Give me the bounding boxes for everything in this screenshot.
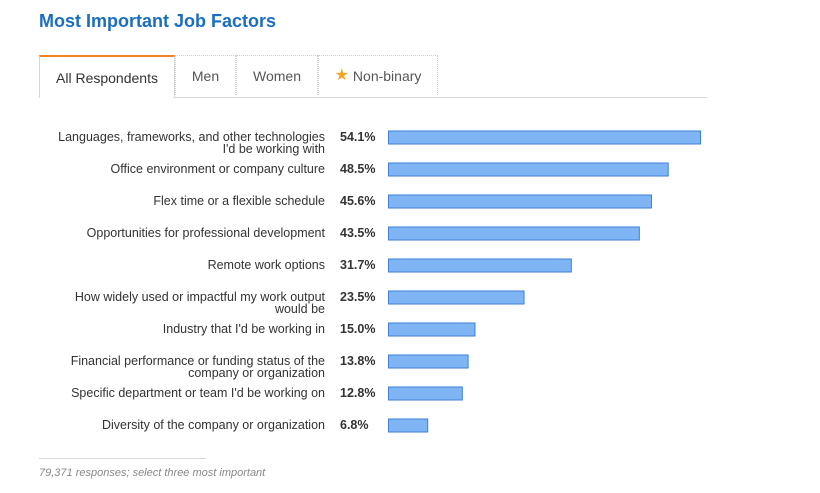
bar	[388, 130, 701, 145]
category-label-line: I'd be working with	[223, 142, 325, 156]
value-label: 23.5%	[340, 290, 375, 304]
value-label: 15.0%	[340, 322, 375, 336]
category-label: Diversity of the company or organization	[102, 418, 325, 432]
bar	[388, 290, 525, 305]
bar	[388, 354, 469, 369]
category-label-line: Languages, frameworks, and other technol…	[58, 130, 325, 144]
value-label: 6.8%	[340, 418, 369, 432]
tab-label: Men	[191, 67, 220, 84]
value-label: 13.8%	[340, 354, 375, 368]
category-label-line: Financial performance or funding status …	[71, 354, 325, 368]
category-label-line: Opportunities for professional developme…	[87, 226, 326, 240]
category-label-line: Flex time or a flexible schedule	[153, 194, 325, 208]
category-label: Industry that I'd be working in	[163, 322, 325, 336]
page-title: Most Important Job Factors	[39, 11, 277, 31]
tab-women[interactable]: Women	[236, 55, 318, 95]
category-label: How widely used or impactful my work out…	[75, 290, 326, 316]
category-label-line: Office environment or company culture	[111, 162, 326, 176]
category-label-line: Diversity of the company or organization	[102, 418, 325, 432]
category-label-line: Remote work options	[208, 258, 325, 272]
respondent-tabs: All Respondents Men Women ★ Non-binary	[39, 55, 707, 98]
job-factors-bar-chart: Languages, frameworks, and other technol…	[58, 130, 701, 433]
category-label-line: Industry that I'd be working in	[163, 322, 325, 336]
value-label: 54.1%	[340, 130, 375, 144]
category-label: Remote work options	[208, 258, 325, 272]
star-icon: ★	[334, 66, 349, 84]
value-label: 43.5%	[340, 226, 375, 240]
bar	[388, 194, 652, 209]
bar	[388, 258, 572, 273]
category-label-line: How widely used or impactful my work out…	[75, 290, 326, 304]
bar	[388, 162, 669, 177]
category-label: Specific department or team I'd be worki…	[71, 386, 325, 400]
tab-label: Non-binary	[352, 67, 422, 84]
category-label-line: Specific department or team I'd be worki…	[71, 386, 325, 400]
footnote: 79,371 responses; select three most impo…	[39, 467, 266, 479]
category-label: Office environment or company culture	[111, 162, 326, 176]
tab-label: Women	[253, 67, 301, 84]
footnote-divider	[39, 458, 206, 459]
category-label-line: would be	[274, 302, 325, 316]
category-label: Financial performance or funding status …	[71, 354, 325, 380]
value-label: 45.6%	[340, 194, 375, 208]
value-label: 12.8%	[340, 386, 375, 400]
value-label: 31.7%	[340, 258, 375, 272]
category-label: Languages, frameworks, and other technol…	[58, 130, 325, 156]
tab-label: All Respondents	[56, 69, 158, 86]
value-label: 48.5%	[340, 162, 375, 176]
bar	[388, 418, 429, 433]
tab-men[interactable]: Men	[175, 55, 236, 95]
category-label: Flex time or a flexible schedule	[153, 194, 325, 208]
tab-non-binary[interactable]: ★ Non-binary	[318, 55, 438, 95]
bar	[388, 226, 640, 241]
bar	[388, 386, 463, 401]
bar	[388, 322, 476, 337]
category-label: Opportunities for professional developme…	[87, 226, 326, 240]
tab-all-respondents[interactable]: All Respondents	[39, 55, 175, 98]
category-label-line: company or organization	[188, 366, 325, 380]
